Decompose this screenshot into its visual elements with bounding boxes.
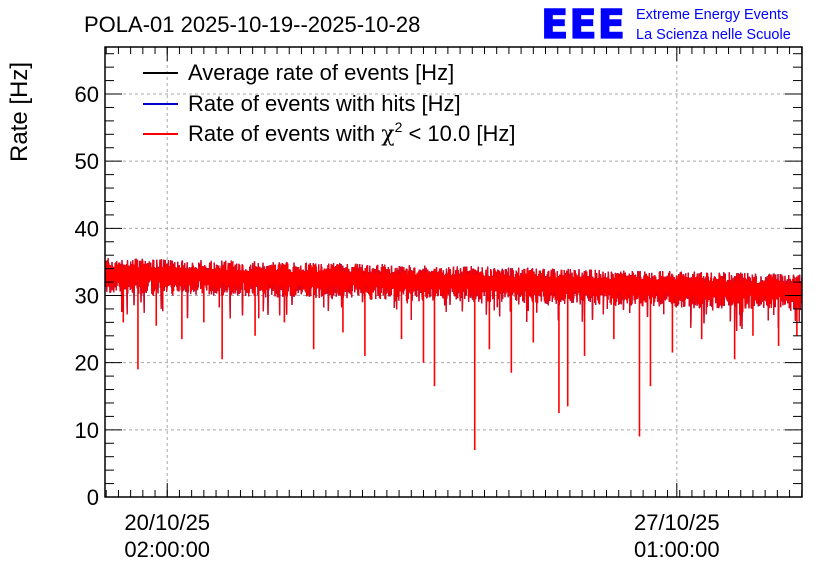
- x-tick-label-time: 02:00:00: [124, 537, 210, 562]
- y-tick-label: 30: [75, 284, 99, 309]
- y-axis-label: Rate [Hz]: [6, 62, 33, 162]
- chart-title: POLA-01 2025-10-19--2025-10-28: [84, 12, 420, 37]
- y-tick-label: 20: [75, 351, 99, 376]
- x-tick-label-time: 01:00:00: [634, 537, 720, 562]
- plot-border: [104, 46, 803, 498]
- y-tick-label: 0: [87, 485, 99, 510]
- y-tick-label: 10: [75, 418, 99, 443]
- eee-logo-line1: Extreme Energy Events: [636, 7, 788, 23]
- legend-label-chi2-prefix: Rate of events with: [188, 121, 381, 146]
- series-line: [105, 257, 802, 331]
- legend-label-chi2: Rate of events with χ2 < 10.0 [Hz]: [188, 119, 515, 147]
- x-tick-label-date: 20/10/25: [124, 510, 210, 535]
- legend-label-chi2-superscript: 2: [395, 119, 403, 135]
- eee-logo-mark: EEE: [541, 2, 626, 48]
- y-tick-label: 40: [75, 216, 99, 241]
- legend-label-hits: Rate of events with hits [Hz]: [188, 91, 461, 116]
- y-tick-label: 50: [75, 149, 99, 174]
- series-group: [105, 257, 802, 450]
- y-tick-label: 60: [75, 82, 99, 107]
- plot-frame: [104, 46, 803, 498]
- legend-label-chi2-suffix: < 10.0 [Hz]: [402, 121, 515, 146]
- y-ticks: 0 10 20 30 40 50 60: [75, 53, 802, 510]
- eee-logo-line2: La Scienza nelle Scuole: [636, 27, 791, 43]
- legend-label-average: Average rate of events [Hz]: [188, 60, 454, 85]
- legend: Average rate of events [Hz] Rate of even…: [143, 60, 515, 147]
- x-tick-label-date: 27/10/25: [634, 510, 720, 535]
- eee-logo: EEE Extreme Energy Events La Scienza nel…: [540, 1, 791, 48]
- legend-label-chi2-symbol: χ: [381, 122, 394, 147]
